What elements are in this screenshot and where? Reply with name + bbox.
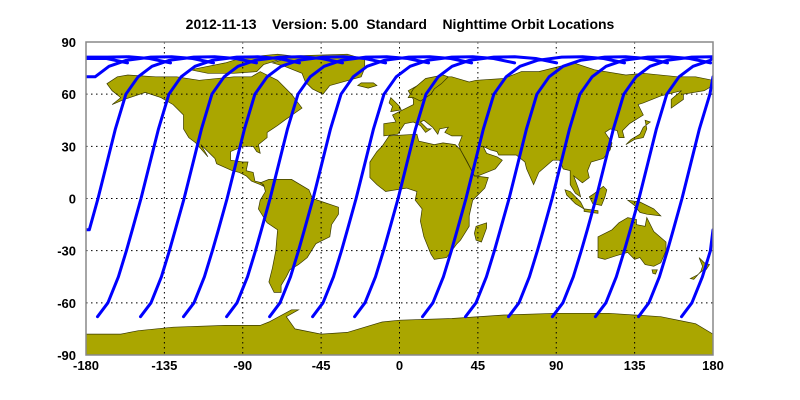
orbit-track	[637, 75, 713, 319]
orbit-track	[593, 55, 713, 319]
orbit-track	[464, 55, 669, 319]
y-tick-label: -90	[57, 348, 76, 363]
y-tick-label: 30	[62, 139, 76, 154]
orbit-track	[311, 55, 517, 319]
plot-frame	[85, 41, 714, 356]
landmass-eurasia	[383, 62, 713, 198]
orbit-track	[550, 55, 713, 319]
x-tick-label: 45	[471, 358, 485, 373]
landmass-new-guinea	[626, 199, 662, 217]
landmass-scandinavia	[407, 74, 449, 102]
x-tick-label: 90	[549, 358, 563, 373]
orbit-track	[507, 55, 713, 319]
landmass-sumatra	[564, 189, 585, 210]
y-tick-label: 60	[62, 87, 76, 102]
orbit-track	[353, 55, 559, 319]
landmass-south-america	[258, 179, 339, 293]
orbit-track	[680, 228, 713, 319]
x-tick-label: -45	[312, 358, 331, 373]
orbit-track	[96, 55, 301, 319]
orbit-track	[182, 55, 388, 319]
orbit-track	[86, 55, 258, 232]
y-tick-label: -60	[57, 296, 76, 311]
landmass-tasmania	[651, 269, 658, 275]
x-tick-label: 135	[624, 358, 646, 373]
plot-area	[86, 42, 713, 355]
x-tick-label: 0	[396, 358, 403, 373]
x-tick-label: -135	[151, 358, 177, 373]
y-tick-label: 90	[62, 35, 76, 50]
orbit-track	[268, 55, 474, 319]
landmass-iceland	[356, 82, 378, 89]
orbit-track	[139, 55, 344, 319]
landmass-madagascar	[474, 222, 487, 243]
x-tick-label: 180	[702, 358, 724, 373]
map-title: 2012-11-13 Version: 5.00 Standard Nightt…	[185, 16, 615, 32]
x-tick-label: -180	[73, 358, 99, 373]
y-tick-label: 0	[69, 192, 76, 207]
landmass-north-america	[106, 71, 303, 188]
x-tick-label: -90	[233, 358, 252, 373]
y-tick-label: -30	[57, 244, 76, 259]
orbit-track	[86, 55, 172, 65]
landmass-japan	[625, 119, 652, 145]
orbit-track	[225, 55, 431, 319]
orbit-track	[421, 55, 626, 319]
landmass-britain	[388, 96, 402, 113]
